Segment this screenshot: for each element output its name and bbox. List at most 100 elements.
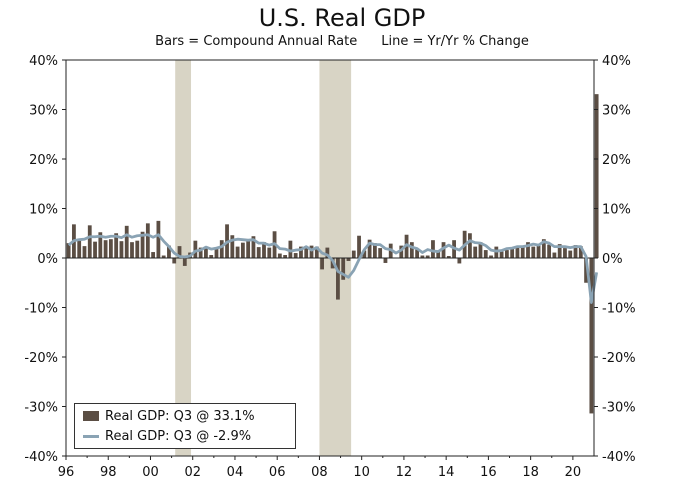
x-tick-label-11: 18: [522, 465, 539, 480]
bar-q44: [299, 246, 303, 258]
legend-entry-bars: Real GDP: Q3 @ 33.1%: [83, 407, 255, 425]
bar-q74: [457, 258, 462, 264]
y-tick-label-right-8: -40%: [602, 450, 636, 465]
x-tick-label-2: 00: [142, 465, 159, 480]
bar-q90: [541, 239, 546, 258]
bar-q55: [357, 235, 361, 258]
bar-q97: [578, 246, 583, 258]
legend-bar-swatch: [83, 411, 99, 421]
y-tick-label-left-5: -10%: [24, 302, 58, 317]
bar-q47: [314, 246, 319, 258]
bar-q8: [108, 239, 113, 258]
y-tick-label-left-6: -20%: [24, 351, 58, 366]
bar-q49: [325, 247, 330, 258]
bar-q83: [504, 250, 509, 258]
bar-q42: [288, 240, 293, 258]
x-tick-label-3: 02: [184, 465, 201, 480]
bar-q52: [341, 258, 346, 280]
y-tick-label-left-0: 40%: [29, 54, 58, 69]
bar-q14: [140, 231, 145, 258]
bar-q89: [536, 245, 541, 258]
bar-q99: [589, 258, 594, 414]
bar-q33: [240, 242, 245, 258]
bar-q31: [230, 235, 235, 258]
bar-q17: [156, 220, 161, 258]
x-tick-label-8: 12: [396, 465, 413, 480]
legend-entry-line: Real GDP: Q3 @ -2.9%: [83, 427, 251, 445]
bar-q82: [499, 251, 504, 258]
y-tick-label-right-5: -10%: [602, 302, 636, 317]
bar-q85: [515, 246, 520, 258]
bar-q88: [531, 246, 536, 258]
bar-q43: [293, 253, 298, 258]
bar-q32: [235, 246, 240, 258]
bar-q94: [563, 248, 567, 258]
bar-q5: [93, 241, 97, 258]
bar-q22: [182, 258, 187, 266]
y-axis-right: 40% 30% 20% 10% 0% -10% -20% -30% -40%: [594, 54, 636, 465]
bar-q11: [124, 225, 129, 258]
bar-q80: [489, 255, 493, 258]
x-tick-label-9: 14: [438, 465, 455, 480]
bar-q16: [151, 252, 156, 258]
bar-q12: [130, 242, 134, 258]
y-tick-label-left-8: -40%: [24, 450, 58, 465]
bar-q70: [436, 250, 441, 258]
chart-title: U.S. Real GDP: [258, 4, 426, 32]
bar-q59: [378, 248, 383, 258]
y-tick-label-right-0: 40%: [602, 54, 631, 69]
bar-q68: [425, 255, 430, 258]
bar-q20: [172, 258, 177, 264]
x-tick-label-5: 06: [269, 465, 286, 480]
y-tick-label-right-3: 10%: [602, 203, 631, 218]
x-axis: 96 98 00 02 04 06 08 10 12 14 16 18 20: [58, 456, 581, 480]
subtitle-bars: Bars = Compound Annual Rate: [155, 34, 358, 49]
bar-q35: [251, 236, 256, 258]
bar-q69: [431, 240, 435, 258]
bar-q100: [594, 94, 599, 258]
y-tick-label-right-2: 20%: [602, 153, 631, 168]
legend-line-swatch: [83, 434, 99, 438]
bar-q79: [483, 250, 488, 258]
bar-q3: [82, 246, 87, 258]
x-tick-label-10: 16: [480, 465, 497, 480]
bar-q71: [441, 242, 446, 258]
line-series: [67, 233, 599, 304]
bar-q65: [409, 242, 414, 258]
bar-q54: [351, 250, 356, 258]
y-tick-label-left-3: 10%: [29, 203, 58, 218]
bar-q48: [320, 258, 324, 270]
bar-q56: [362, 250, 367, 258]
x-tick-label-4: 04: [227, 465, 244, 480]
subtitle-line: Line = Yr/Yr % Change: [381, 34, 529, 49]
bar-q26: [204, 248, 208, 258]
x-tick-label-6: 08: [311, 465, 328, 480]
chart-subtitle: Bars = Compound Annual Rate Line = Yr/Yr …: [0, 34, 684, 49]
bar-q84: [510, 248, 515, 258]
bar-q46: [309, 245, 314, 258]
bar-q77: [473, 246, 478, 258]
bar-q60: [383, 258, 388, 263]
bar-q9: [114, 233, 119, 258]
bar-q58: [372, 243, 377, 258]
bar-q29: [219, 240, 224, 258]
y-axis-left: 40% 30% 20% 10% 0% -10% -20% -30% -40%: [24, 54, 66, 465]
bar-q51: [336, 258, 340, 300]
bar-q2: [77, 240, 82, 258]
y-tick-label-right-7: -30%: [602, 401, 636, 416]
y-tick-label-left-2: 20%: [29, 153, 58, 168]
y-tick-label-right-1: 30%: [602, 104, 631, 119]
bar-q91: [547, 244, 552, 258]
bar-q24: [193, 240, 198, 258]
legend-label-bars: Real GDP: Q3 @ 33.1%: [105, 408, 255, 424]
bar-q45: [304, 247, 309, 258]
bar-q34: [246, 239, 251, 258]
bar-q86: [520, 247, 525, 258]
legend-label-line: Real GDP: Q3 @ -2.9%: [105, 428, 252, 444]
bar-q6: [98, 232, 103, 258]
bar-q57: [367, 239, 372, 258]
bar-q36: [256, 247, 261, 258]
bar-q38: [267, 247, 272, 258]
bar-q63: [399, 245, 404, 258]
